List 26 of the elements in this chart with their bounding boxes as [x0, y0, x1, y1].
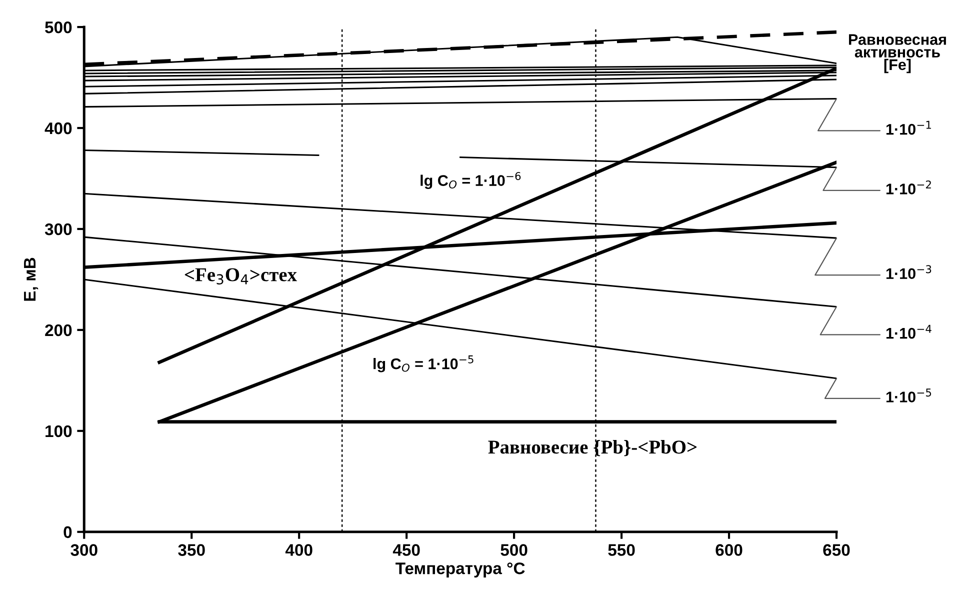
y-axis-title: E, мВ [24, 258, 38, 301]
text: 1·10$^{−1}$ [886, 120, 931, 135]
series-label: lg C$_{O}$ = 1·10$^{−6}$ [420, 172, 521, 190]
text: 1·10$^{−5}$ [886, 388, 932, 402]
y-tick-label: 0 [64, 526, 72, 538]
text: 1·10$^{−4}$ [886, 324, 932, 339]
x-tick-label: 650 [823, 544, 850, 556]
y-tick-label: 200 [45, 324, 72, 336]
x-tick-label: 350 [178, 544, 205, 556]
x-tick-label: 400 [285, 544, 312, 556]
x-axis-title: Температура °C [396, 562, 525, 578]
x-tick-label: 600 [716, 544, 742, 556]
x-tick-label: 300 [70, 544, 98, 556]
y-tick-label: 400 [44, 122, 72, 134]
x-tick-label: 500 [500, 544, 528, 556]
text: 1·10$^{−2}$ [886, 180, 931, 194]
y-tick-label: 100 [46, 425, 72, 438]
series-label: <Fe$_{3}$O$_{4}$>стех [184, 268, 297, 284]
y-tick-label: 500 [45, 21, 72, 34]
x-tick-label: 450 [392, 544, 420, 556]
y-tick-label: 300 [44, 223, 72, 236]
series-label: Равновесие {Pb}-<PbO> [488, 440, 697, 456]
annotation: Равновесная активность [Fe] [849, 34, 946, 74]
text: 1·10$^{−3}$ [886, 265, 932, 280]
x-tick-label: 550 [608, 544, 635, 556]
series-label: lg C$_{O}$ = 1·10$^{−5}$ [374, 355, 474, 372]
